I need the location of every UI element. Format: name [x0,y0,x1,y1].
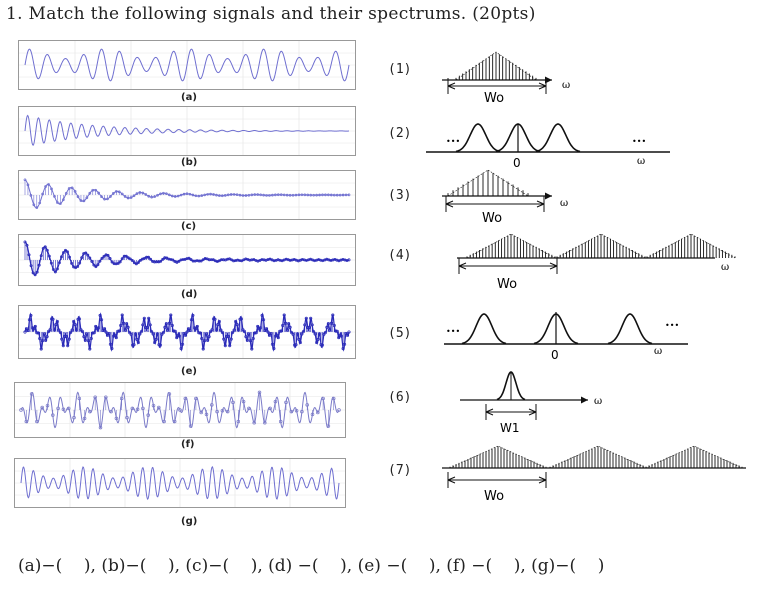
signal-panel-g [14,458,346,508]
spectrum-4-lines-1 [466,233,556,259]
signal-label-b: (b) [181,157,198,168]
spectrum-number-5: (5) [388,326,412,341]
signal-panel-d [18,234,356,286]
spectrum-5: ••• ••• 0 ω [444,312,688,362]
spectrum-number-1: (1) [388,62,412,77]
spectrum-number-3: (3) [388,188,412,203]
spectrum-number-6: (6) [388,390,412,405]
spectrum-5-dots-left: ••• [446,327,460,336]
spectrum-2-dots-left: ••• [446,137,460,146]
spectrum-3: Wo ω [442,169,568,226]
spectrum-7-lines-2 [549,445,647,469]
spectrum-2-bump-right [535,123,581,153]
spectrum-5-bump-right [607,313,653,345]
signal-panel-f [14,382,346,438]
spectrum-6: W1 ω [460,371,602,435]
spectrum-6-width-label: W1 [500,421,520,435]
spectrum-1-lines [455,51,537,81]
spectrum-3-width-label: Wo [482,211,502,226]
spectrum-2: ••• ••• 0 ω [426,123,670,170]
spectrum-2-axis-label: ω [637,156,645,167]
spectrum-7: Wo [442,445,746,504]
spectrum-7-lines-3 [645,445,743,469]
spectrum-1-axis-label: ω [562,80,570,91]
spectrum-4-lines-2 [556,233,646,259]
sb-trace [24,114,350,147]
spectrum-2-dots-right: ••• [632,137,646,146]
spectrum-1: Wo ω [442,51,570,106]
spectrum-5-origin-label: 0 [551,348,559,362]
sd-trace [24,241,350,276]
spectrum-2-origin-label: 0 [513,156,521,170]
spectrum-number-4: (4) [388,248,412,263]
spectrum-5-dots-right: ••• [665,321,679,330]
spectrum-number-2: (2) [388,126,412,141]
spectrum-3-axis-label: ω [560,198,568,209]
spectrum-2-bump-left [455,123,501,153]
signal-panel-c [18,170,356,220]
se-trace [24,312,350,352]
signal-panel-a [18,40,356,90]
spectrum-number-7: (7) [388,463,412,478]
spectrum-3-lines [447,169,529,197]
question-title: 1. Match the following signals and their… [6,4,536,24]
signal-label-a: (a) [181,92,197,103]
spectrum-5-axis-label: ω [654,346,662,357]
signal-label-c: (c) [181,221,197,232]
signal-panel-e [18,305,356,359]
signal-label-f: (f) [181,439,195,450]
spectrum-5-bump-left [461,313,507,345]
signal-label-g: (g) [181,516,198,527]
signal-label-e: (e) [181,366,197,377]
signal-panel-b [18,106,356,156]
spectrum-4-width-label: Wo [497,277,517,292]
spectrum-4: Wo ω [457,233,736,292]
answer-line: (a)−( ), (b)−( ), (c)−( ), (d) −( ), (e)… [18,556,605,576]
spectrum-4-lines-3 [646,233,736,259]
spectrum-4-axis-label: ω [721,262,729,273]
sg-trace [20,465,340,501]
sa-trace [24,48,350,82]
spectrum-7-lines-1 [449,445,547,469]
spectrum-6-axis-label: ω [594,396,602,407]
spectrum-7-width-label: Wo [484,489,504,504]
spectrum-1-width-label: Wo [484,91,504,106]
signal-label-d: (d) [181,289,198,300]
